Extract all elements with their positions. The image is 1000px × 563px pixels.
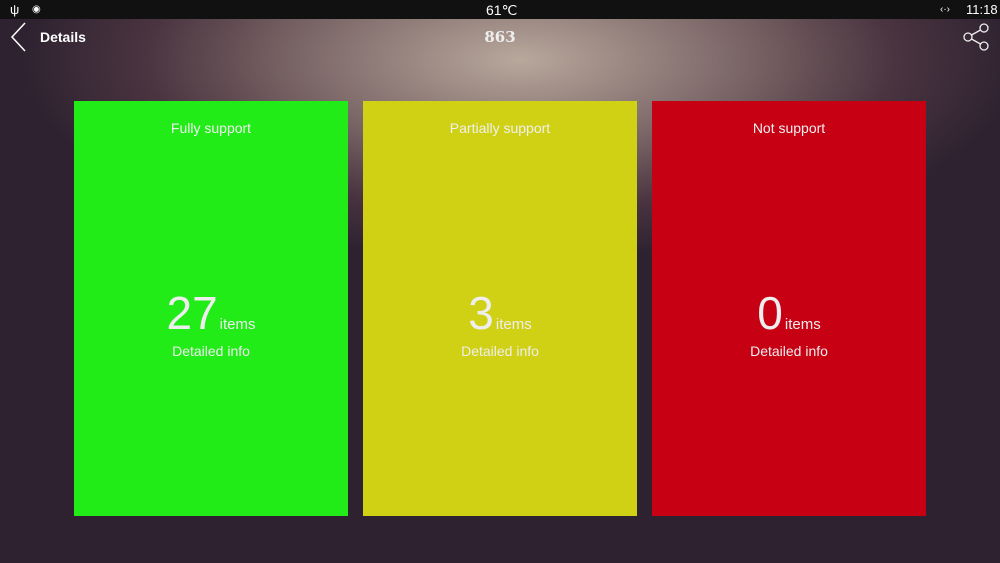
detailed-info-link[interactable]: Detailed info: [461, 343, 539, 359]
card-label: Not support: [752, 120, 826, 136]
item-unit: items: [495, 316, 532, 333]
item-unit: items: [784, 316, 821, 333]
item-count: 0: [757, 287, 783, 339]
network-arrows-icon: ‹·›: [940, 4, 950, 15]
detailed-info-link[interactable]: Detailed info: [172, 343, 250, 359]
card-label: Partially support: [449, 120, 551, 136]
detailed-info-link[interactable]: Detailed info: [750, 343, 828, 359]
share-icon[interactable]: [962, 23, 990, 51]
card-not-support[interactable]: Not support 0 items Detailed info: [652, 101, 926, 516]
item-count: 3: [468, 287, 494, 339]
header: Details 863: [0, 19, 1000, 55]
usb-icon: ψ: [10, 2, 20, 17]
shield-icon: ◉: [32, 4, 41, 15]
item-count: 27: [166, 287, 218, 339]
card-partially-support[interactable]: Partially support 3 items Detailed info: [363, 101, 637, 516]
chevron-left-icon[interactable]: [8, 22, 30, 52]
page-title: Details: [40, 29, 86, 45]
temperature: 61℃: [486, 2, 518, 18]
status-bar: ψ ◉ 61℃ ‹·› 11:18: [0, 0, 1000, 19]
card-fully-support[interactable]: Fully support 27 items Detailed info: [74, 101, 348, 516]
clock: 11:18: [966, 2, 998, 17]
item-unit: items: [219, 316, 256, 333]
device-model: 863: [484, 28, 516, 46]
card-label: Fully support: [170, 120, 252, 136]
